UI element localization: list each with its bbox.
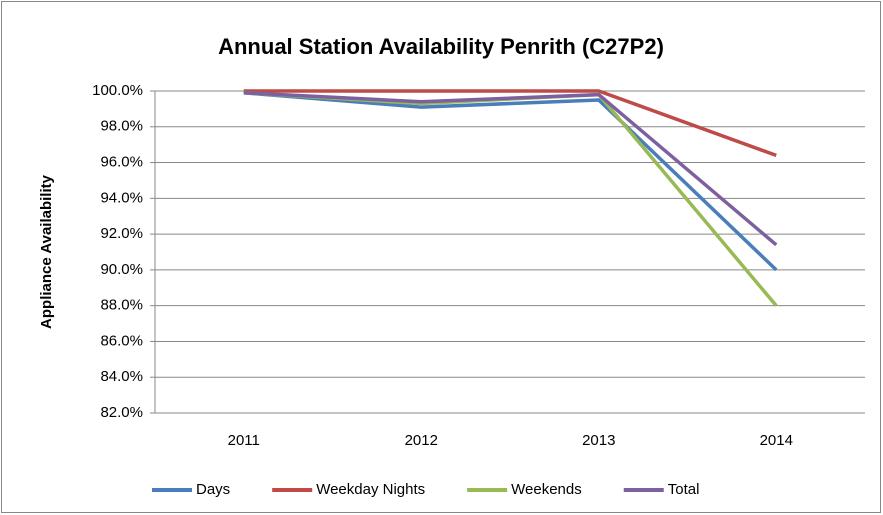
legend-label: Weekday Nights [316, 481, 425, 498]
series-line [243, 91, 778, 247]
legend-label: Days [196, 481, 230, 498]
y-tick-label: 88.0% [100, 297, 143, 314]
x-tick-label: 2012 [405, 432, 438, 449]
series-line [243, 91, 778, 272]
series-line [243, 89, 777, 158]
y-tick-label: 92.0% [100, 225, 143, 242]
y-tick-label: 100.0% [92, 82, 143, 99]
chart-title: Annual Station Availability Penrith (C27… [218, 34, 664, 59]
y-tick-label: 98.0% [100, 118, 143, 135]
y-tick-label: 94.0% [100, 189, 143, 206]
y-axis-label: Appliance Availability [38, 174, 55, 329]
y-tick-label: 90.0% [100, 261, 143, 278]
x-tick-label: 2013 [582, 432, 615, 449]
x-tick-label: 2011 [228, 432, 260, 449]
x-tick-label: 2014 [760, 432, 793, 449]
y-tick-label: 96.0% [100, 154, 143, 171]
y-tick-label: 82.0% [100, 404, 143, 421]
y-tick-label: 84.0% [100, 368, 143, 385]
legend-label: Total [668, 481, 700, 498]
y-tick-label: 86.0% [100, 332, 143, 349]
legend-label: Weekends [511, 481, 582, 498]
